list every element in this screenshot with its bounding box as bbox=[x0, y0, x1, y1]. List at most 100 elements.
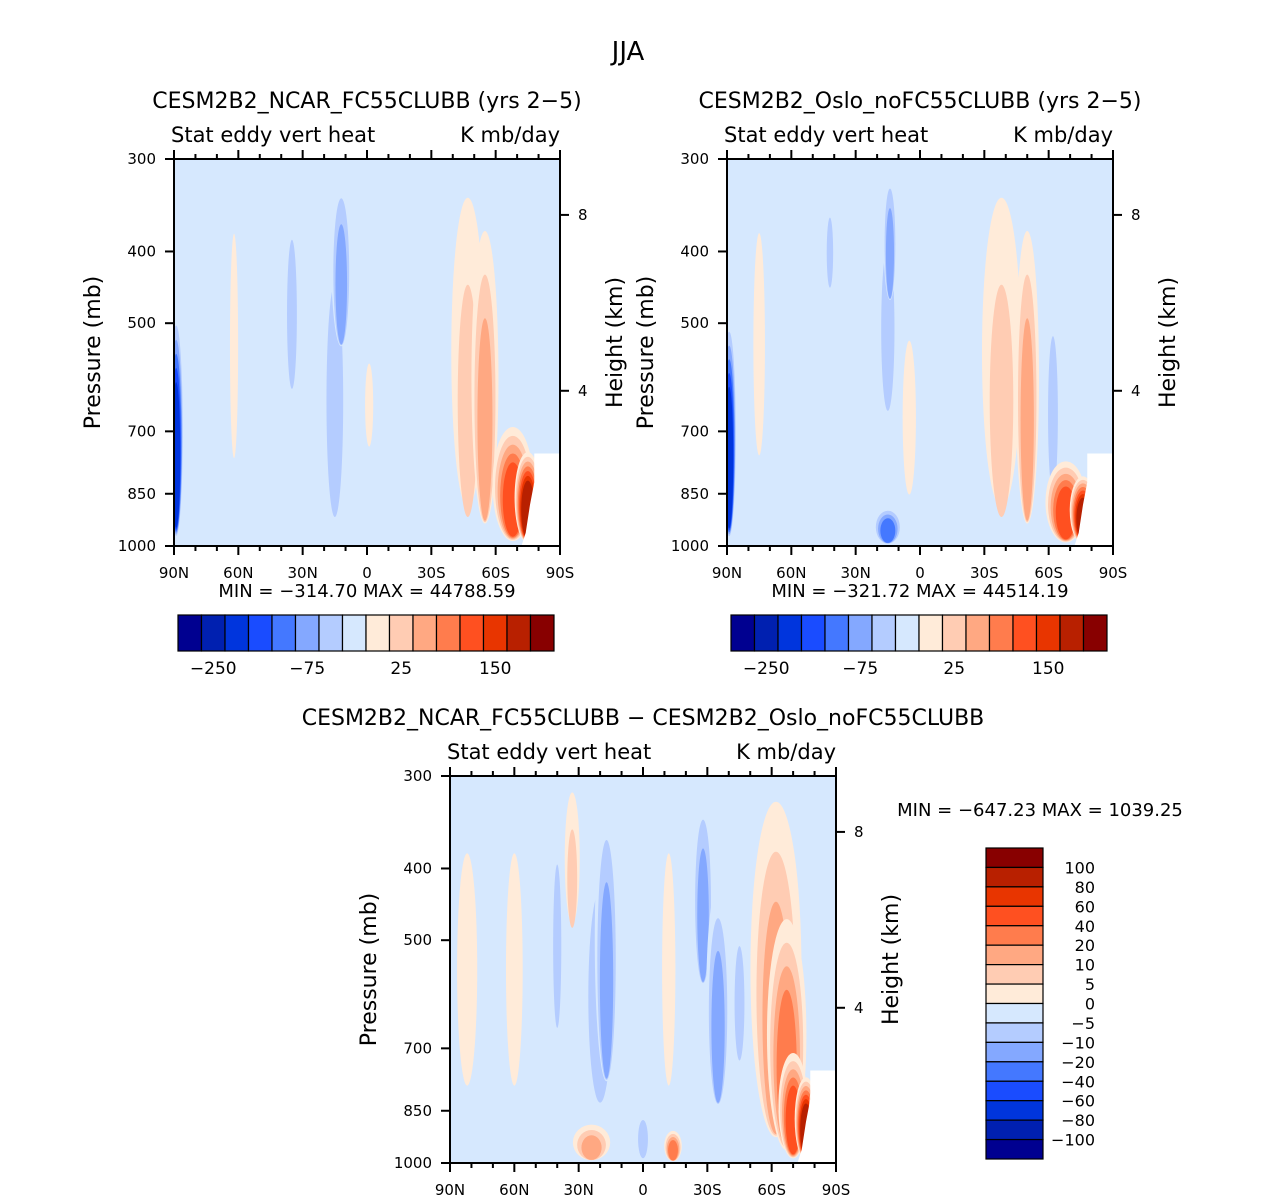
colorbar-swatch bbox=[800, 614, 826, 652]
y-right-axis-label: Height (km) bbox=[603, 277, 628, 408]
x-tick-label: 60S bbox=[481, 564, 510, 582]
colorbar: −250 −75 25 150 bbox=[177, 614, 555, 679]
colorbar-swatch bbox=[871, 614, 897, 652]
subtitle-right: K mb/day bbox=[736, 740, 836, 764]
y-tick-label: 400 bbox=[403, 859, 432, 877]
x-tick-label: 30S bbox=[970, 564, 999, 582]
x-tick-label: 90N bbox=[159, 564, 189, 582]
min-max-stats: MIN = −321.72 MAX = 44514.19 bbox=[771, 581, 1068, 602]
contour-patch bbox=[727, 386, 734, 529]
contour-patch bbox=[505, 853, 523, 1086]
y-tick-label: 500 bbox=[403, 931, 432, 949]
x-tick-label: 0 bbox=[915, 564, 925, 582]
y-tick-label: 850 bbox=[127, 485, 156, 503]
colorbar-swatch bbox=[318, 614, 344, 652]
colorbar-swatch bbox=[965, 614, 991, 652]
colorbar-swatch bbox=[985, 1022, 1044, 1043]
colorbar-swatch bbox=[985, 1080, 1044, 1102]
panel-2: CESM2B2_Oslo_noFC55CLUBB (yrs 2−5) Stat e… bbox=[634, 89, 1181, 679]
panel-1: CESM2B2_NCAR_FC55CLUBB (yrs 2−5) Stat edd… bbox=[81, 89, 628, 679]
colorbar-swatch bbox=[985, 1002, 1044, 1024]
colorbar-label: −10 bbox=[1061, 1033, 1095, 1052]
x-tick-label: 60N bbox=[499, 1181, 529, 1199]
x-tick-label: 30N bbox=[564, 1181, 594, 1199]
contour-patch bbox=[1048, 336, 1058, 493]
contour-patch bbox=[711, 950, 725, 1103]
colorbar-label: −75 bbox=[842, 659, 878, 679]
x-tick-label: 60S bbox=[1034, 564, 1063, 582]
colorbar-swatch bbox=[506, 614, 532, 652]
missing-data-region bbox=[521, 453, 560, 546]
colorbar-label: 80 bbox=[1075, 878, 1095, 897]
y-tick-label: 500 bbox=[127, 314, 156, 332]
y-right-tick-label: 8 bbox=[1131, 206, 1141, 224]
colorbar-swatch bbox=[985, 905, 1044, 927]
y-tick-label: 850 bbox=[403, 1102, 432, 1120]
colorbar-label: 40 bbox=[1075, 917, 1095, 936]
contour-patch bbox=[668, 1140, 678, 1161]
y-tick-label: 300 bbox=[127, 150, 156, 168]
missing-data-region bbox=[1074, 453, 1113, 546]
min-max-stats: MIN = −647.23 MAX = 1039.25 bbox=[897, 800, 1183, 821]
colorbar-swatch bbox=[985, 1138, 1044, 1160]
colorbar-swatch bbox=[1012, 614, 1038, 652]
contour-patch bbox=[457, 853, 478, 1086]
colorbar-swatch bbox=[988, 614, 1014, 652]
y-right-tick-label: 8 bbox=[578, 206, 588, 224]
colorbar-swatch bbox=[1059, 614, 1085, 652]
contour-patch bbox=[662, 853, 676, 1086]
contour-patch bbox=[989, 284, 1014, 517]
contour-patch bbox=[581, 1135, 602, 1160]
y-tick-label: 400 bbox=[127, 242, 156, 260]
x-tick-label: 90S bbox=[822, 1181, 851, 1199]
y-axis-label: Pressure (mb) bbox=[81, 276, 106, 430]
colorbar-swatch bbox=[985, 847, 1044, 869]
colorbar-label: −40 bbox=[1061, 1072, 1095, 1091]
colorbar-label: −60 bbox=[1061, 1092, 1095, 1111]
y-tick-label: 300 bbox=[403, 767, 432, 785]
x-tick-label: 60S bbox=[757, 1181, 786, 1199]
colorbar-swatch bbox=[341, 614, 367, 652]
y-tick-label: 700 bbox=[680, 422, 709, 440]
colorbar-swatch bbox=[482, 614, 508, 652]
contour-patch bbox=[902, 340, 916, 495]
colorbar-label: 60 bbox=[1075, 897, 1095, 916]
y-tick-label: 500 bbox=[680, 314, 709, 332]
colorbar-swatch bbox=[985, 925, 1044, 946]
colorbar-swatch bbox=[894, 614, 920, 652]
y-right-tick-label: 4 bbox=[1131, 382, 1141, 400]
colorbar-swatch bbox=[435, 614, 461, 652]
y-tick-label: 850 bbox=[680, 485, 709, 503]
colorbar-label: 25 bbox=[390, 659, 412, 679]
colorbar-swatch bbox=[985, 1061, 1044, 1082]
x-tick-label: 90S bbox=[546, 564, 575, 582]
contour-patch bbox=[229, 233, 239, 459]
panel-title: CESM2B2_NCAR_FC55CLUBB (yrs 2−5) bbox=[152, 89, 581, 114]
colorbar-swatch bbox=[294, 614, 320, 652]
colorbar-label: −5 bbox=[1071, 1014, 1095, 1033]
colorbar-label: 5 bbox=[1085, 975, 1095, 994]
colorbar-swatch bbox=[247, 614, 273, 652]
panel-3: CESM2B2_NCAR_FC55CLUBB − CESM2B2_Oslo_no… bbox=[302, 706, 1183, 1199]
x-tick-label: 0 bbox=[638, 1181, 648, 1199]
subtitle-left: Stat eddy vert heat bbox=[447, 740, 651, 764]
y-right-tick-label: 4 bbox=[578, 382, 588, 400]
x-tick-label: 90N bbox=[712, 564, 742, 582]
contour-patch bbox=[365, 363, 374, 447]
contour-patch bbox=[885, 208, 895, 299]
contour-patch bbox=[826, 217, 834, 288]
x-tick-label: 0 bbox=[362, 564, 372, 582]
y-axis-label: Pressure (mb) bbox=[634, 276, 659, 430]
contour-patch bbox=[287, 239, 297, 389]
contour-patch bbox=[638, 1119, 648, 1159]
colorbar-swatch bbox=[271, 614, 297, 652]
colorbar-swatch bbox=[224, 614, 250, 652]
colorbar-label: −100 bbox=[1051, 1131, 1095, 1150]
colorbar-label: −75 bbox=[289, 659, 325, 679]
colorbar-swatch bbox=[985, 866, 1044, 888]
subtitle-left: Stat eddy vert heat bbox=[171, 123, 375, 147]
subtitle-left: Stat eddy vert heat bbox=[724, 123, 928, 147]
x-tick-label: 60N bbox=[776, 564, 806, 582]
